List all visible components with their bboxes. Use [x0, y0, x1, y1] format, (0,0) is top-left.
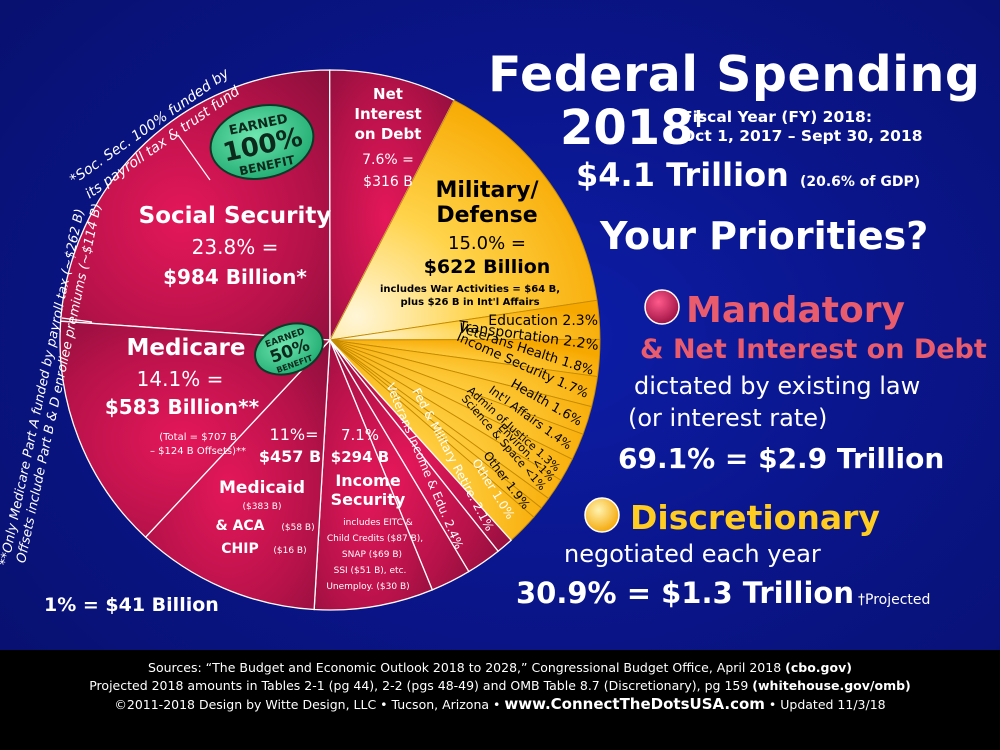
- label-interest-val: $316 B: [363, 174, 413, 190]
- label-incsec-n2: Child Credits ($87 B),: [327, 534, 423, 544]
- label-military-note1: includes War Activities = $64 B,: [380, 284, 560, 295]
- footer: Sources: “The Budget and Economic Outloo…: [0, 650, 1000, 750]
- label-aca-sub: ($58 B): [281, 523, 314, 533]
- label-incsec-l2: Security: [331, 490, 406, 509]
- earned50-badge-shape: [254, 322, 324, 376]
- mandatory-desc1: dictated by existing law: [634, 372, 921, 400]
- leader-socsec: [177, 134, 211, 181]
- label-incsec-n5: Unemploy. ($30 B): [326, 582, 409, 592]
- mandatory-title: Mandatory: [686, 290, 905, 331]
- label-medicaid-pct: 11%=: [270, 425, 319, 444]
- label-military-pct: 15.0% =: [448, 233, 526, 254]
- discretionary-dot-icon: [584, 497, 620, 533]
- label-interest-l2: Interest: [354, 105, 421, 123]
- footer-projected: Projected 2018 amounts in Tables 2-1 (pg…: [0, 677, 1000, 695]
- year-text: 2018: [560, 100, 694, 156]
- label-interest-pct: 7.6% =: [362, 152, 414, 168]
- label-incsec-val: $294 B: [331, 448, 389, 466]
- year-mark: †: [693, 106, 704, 130]
- label-military-l2: Defense: [436, 203, 537, 228]
- footer-site-link[interactable]: www.ConnectTheDotsUSA.com: [504, 695, 765, 713]
- label-medicare-name: Medicare: [127, 335, 246, 361]
- label-medicare-note2: – $124 B Offsets)**: [150, 446, 246, 457]
- slice-label-education: Education 2.3%: [488, 313, 598, 329]
- label-military-note2: plus $26 B in Int'l Affairs: [400, 297, 539, 308]
- mandatory-dot-icon: [644, 289, 680, 325]
- slice-incsec: [313, 339, 434, 611]
- mandatory-subtitle: & Net Interest on Debt: [640, 334, 987, 365]
- discretionary-title: Discretionary: [630, 498, 880, 537]
- label-aca: & ACA: [215, 518, 264, 534]
- label-incsec-n3: SNAP ($69 B): [342, 550, 402, 560]
- page-title: Federal Spending: [488, 46, 981, 103]
- total-spending: $4.1 Trillion (20.6% of GDP): [576, 156, 920, 194]
- footer-sources: Sources: “The Budget and Economic Outloo…: [0, 659, 1000, 677]
- earned100-badge-shape: [209, 104, 315, 180]
- label-incsec-n4: SSI ($51 B), etc.: [334, 566, 407, 576]
- label-medicare-note1: (Total = $707 B: [159, 432, 237, 443]
- label-military-l1: Military/: [435, 178, 539, 203]
- footer-sources-text: Sources: “The Budget and Economic Outloo…: [148, 660, 786, 675]
- footer-projected-text: Projected 2018 amounts in Tables 2-1 (pg…: [89, 678, 753, 693]
- label-socsec-name: Social Security: [139, 203, 332, 229]
- discretionary-desc: negotiated each year: [564, 540, 821, 568]
- footer-credits-text: ©2011-2018 Design by Witte Design, LLC •…: [114, 697, 505, 712]
- total-amount: $4.1 Trillion: [576, 156, 789, 194]
- footer-omb-link[interactable]: (whitehouse.gov/omb): [752, 678, 911, 693]
- label-socsec-val: $984 Billion*: [163, 265, 307, 289]
- page-year: 2018†: [560, 100, 704, 156]
- slice-interest: [329, 69, 456, 341]
- label-medicare-pct: 14.1% =: [137, 367, 224, 391]
- leader-medicare: [61, 317, 93, 323]
- legend-dots: [584, 289, 680, 533]
- label-incsec-pct: 7.1%: [341, 426, 379, 444]
- pie-slices: [59, 69, 601, 611]
- priorities-question: Your Priorities?: [600, 214, 929, 258]
- footer-credits: ©2011-2018 Design by Witte Design, LLC •…: [0, 695, 1000, 714]
- slice-medicaid: [144, 338, 331, 611]
- scale-note: 1% = $41 Billion: [44, 594, 219, 616]
- mandatory-desc2: (or interest rate): [628, 404, 828, 432]
- slice-military: [329, 99, 598, 341]
- fiscal-year-line1: Fiscal Year (FY) 2018:: [682, 108, 873, 126]
- slice-medicare: [59, 320, 332, 539]
- fiscal-year-line2: Oct 1, 2017 – Sept 30, 2018: [682, 127, 923, 145]
- discretionary-total: 30.9% = $1.3 Trillion: [516, 576, 854, 610]
- label-chip: CHIP: [221, 541, 258, 557]
- label-socsec-pct: 23.8% =: [192, 235, 279, 259]
- label-medicaid-val: $457 B: [259, 447, 321, 466]
- label-military-val: $622 Billion: [424, 256, 551, 278]
- label-medicaid-name: Medicaid: [219, 478, 305, 498]
- label-interest-l1: Net: [373, 85, 403, 103]
- label-chip-sub: ($16 B): [273, 546, 306, 556]
- footer-cbo-link[interactable]: (cbo.gov): [785, 660, 852, 675]
- label-incsec-l1: Income: [335, 471, 400, 490]
- label-medicare-val: $583 Billion**: [105, 395, 260, 419]
- gdp-share: (20.6% of GDP): [799, 174, 921, 190]
- footer-updated: • Updated 11/3/18: [764, 697, 886, 712]
- projected-note: †Projected: [858, 592, 931, 608]
- mandatory-total: 69.1% = $2.9 Trillion: [618, 442, 945, 475]
- label-medicaid-sub: ($383 B): [243, 502, 282, 512]
- label-interest-l3: on Debt: [355, 125, 422, 143]
- label-incsec-n1: includes EITC &: [343, 518, 413, 528]
